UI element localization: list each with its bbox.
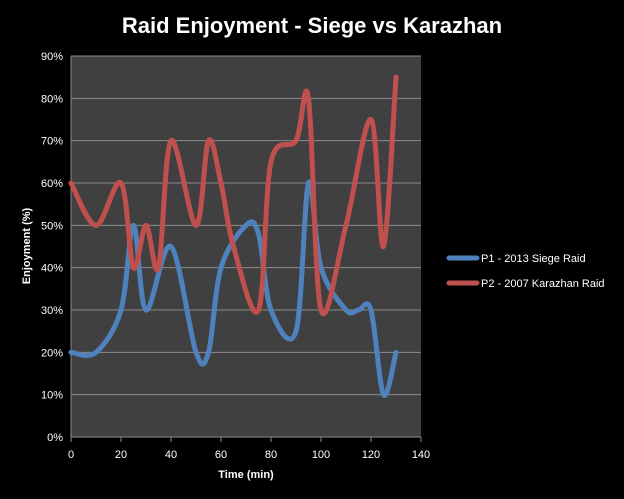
plot-area — [71, 56, 421, 437]
x-tick-label: 20 — [115, 449, 127, 461]
y-tick-label: 20% — [41, 347, 63, 359]
x-tick-label: 120 — [362, 449, 380, 461]
legend: P1 - 2013 Siege Raid P2 - 2007 Karazhan R… — [446, 253, 605, 290]
y-tick-label: 50% — [41, 220, 63, 232]
x-axis-ticks: 0 20 40 60 80 100 120 140 — [68, 437, 430, 461]
x-tick-label: 0 — [68, 449, 74, 461]
series-line-1 — [68, 179, 399, 398]
y-tick-label: 10% — [41, 390, 63, 402]
y-tick-label: 0% — [47, 432, 63, 444]
legend-label-1: P1 - 2013 Siege Raid — [481, 253, 586, 265]
y-tick-label: 30% — [41, 305, 63, 317]
y-axis-ticks: 0% 10% 20% 30% 40% 50% 60% 70% 80% 90% — [41, 51, 63, 444]
gridlines — [70, 55, 421, 438]
x-tick-label: 100 — [312, 449, 330, 461]
y-tick-label: 90% — [41, 51, 63, 63]
x-axis-label: Time (min) — [218, 469, 274, 481]
y-tick-label: 80% — [41, 93, 63, 105]
y-axis-label: Enjoyment (%) — [21, 207, 33, 284]
y-tick-label: 70% — [41, 136, 63, 148]
x-tick-label: 60 — [215, 449, 227, 461]
series-line-2 — [68, 74, 399, 316]
y-tick-label: 40% — [41, 263, 63, 275]
legend-label-2: P2 - 2007 Karazhan Raid — [481, 278, 605, 290]
x-tick-label: 80 — [265, 449, 277, 461]
x-tick-label: 40 — [165, 449, 177, 461]
x-tick-label: 140 — [412, 449, 430, 461]
series-lines — [68, 74, 399, 398]
y-tick-label: 60% — [41, 178, 63, 190]
chart-title: Raid Enjoyment - Siege vs Karazhan — [122, 13, 502, 38]
